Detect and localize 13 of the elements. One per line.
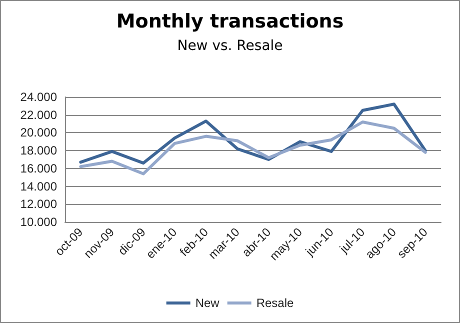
y-tick-label: 16.000 xyxy=(20,161,58,176)
chart-title: Monthly transactions xyxy=(116,10,344,32)
y-tick-label: 14.000 xyxy=(20,179,58,194)
y-tick-label: 12.000 xyxy=(20,197,58,212)
line-series xyxy=(79,120,427,176)
y-tick-label: 22.000 xyxy=(20,108,58,122)
y-tick-label: 24.000 xyxy=(20,90,58,104)
y-tick-label: 10.000 xyxy=(20,215,58,229)
legend-label: New xyxy=(195,296,220,310)
y-tick-label: 18.000 xyxy=(20,144,58,158)
chart-subtitle: New vs. Resale xyxy=(177,38,283,54)
legend-label: Resale xyxy=(256,296,294,310)
y-tick-label: 20.000 xyxy=(20,126,58,140)
